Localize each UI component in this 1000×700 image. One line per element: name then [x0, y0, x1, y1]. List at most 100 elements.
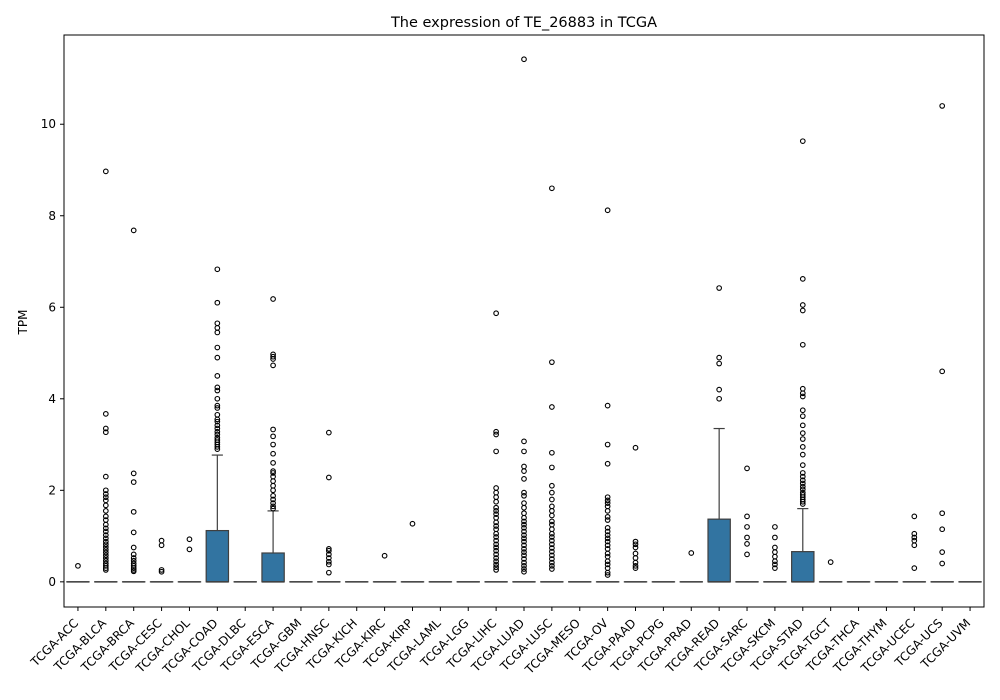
- outlier-point: [493, 523, 499, 529]
- outlier-point: [799, 483, 806, 490]
- outlier-point: [521, 542, 527, 549]
- outlier-point: [911, 513, 918, 520]
- outlier-point: [102, 425, 109, 432]
- box-group-tcga-read: [707, 285, 731, 583]
- outlier-point: [521, 532, 527, 539]
- outlier-point: [493, 534, 499, 540]
- outlier-point: [270, 296, 276, 302]
- outlier-point: [493, 498, 499, 505]
- outlier-point: [716, 386, 723, 393]
- outlier-point: [270, 460, 276, 466]
- outlier-point: [325, 555, 332, 561]
- outlier-point: [549, 518, 555, 525]
- outlier-point: [75, 562, 81, 569]
- outlier-point: [521, 56, 527, 63]
- outlier-point: [493, 485, 499, 491]
- outlier-point: [214, 418, 221, 425]
- box-group-tcga-kirc: [372, 552, 397, 583]
- outlier-point: [214, 387, 221, 394]
- outlier-point: [799, 138, 806, 145]
- outlier-point: [716, 360, 723, 367]
- outlier-point: [799, 393, 806, 400]
- outlier-point: [270, 482, 276, 489]
- outlier-point: [744, 524, 750, 530]
- outlier-point: [493, 541, 499, 548]
- outlier-point: [521, 546, 527, 552]
- outlier-point: [799, 413, 806, 420]
- outlier-point: [799, 498, 806, 505]
- outlier-point: [493, 511, 499, 517]
- outlier-point: [604, 441, 611, 448]
- outlier-point: [102, 567, 109, 573]
- outlier-point: [521, 562, 527, 569]
- outlier-point: [549, 482, 555, 489]
- outlier-point: [493, 564, 499, 571]
- box-group-tcga-lusc: [540, 185, 564, 583]
- outlier-point: [632, 562, 639, 569]
- plot-area: [66, 56, 982, 583]
- outlier-point: [521, 476, 527, 482]
- outlier-point: [102, 508, 109, 514]
- outlier-point: [102, 532, 109, 539]
- outlier-point: [102, 502, 109, 509]
- outlier-point: [270, 500, 276, 506]
- outlier-point: [270, 496, 276, 503]
- outlier-point: [158, 537, 165, 544]
- outlier-point: [214, 428, 221, 435]
- outlier-point: [521, 556, 527, 562]
- outlier-point: [549, 185, 555, 192]
- outlier-point: [799, 407, 806, 414]
- outlier-point: [521, 568, 527, 575]
- outlier-point: [325, 546, 332, 552]
- outlier-point: [214, 431, 221, 438]
- outlier-point: [493, 544, 499, 551]
- outlier-point: [521, 549, 527, 555]
- y-tick-label: 8: [48, 209, 56, 223]
- outlier-point: [270, 468, 276, 474]
- box-group-tcga-lihc: [484, 310, 508, 583]
- outlier-point: [799, 341, 806, 348]
- outlier-point: [102, 494, 109, 501]
- outlier-point: [549, 556, 555, 562]
- outlier-point: [270, 505, 276, 512]
- outlier-point: [521, 504, 527, 511]
- outlier-point: [939, 510, 946, 517]
- outlier-point: [130, 551, 137, 558]
- y-tick-label: 6: [48, 300, 56, 314]
- outlier-point: [214, 266, 221, 273]
- outlier-point: [130, 529, 137, 536]
- outlier-point: [604, 528, 611, 535]
- outlier-point: [521, 521, 527, 528]
- outlier-point: [521, 535, 527, 542]
- outlier-point: [604, 503, 611, 510]
- box: [261, 552, 285, 583]
- outlier-point: [799, 501, 806, 507]
- outlier-point: [493, 519, 499, 526]
- outlier-point: [799, 443, 806, 450]
- outlier-point: [549, 526, 555, 533]
- outlier-point: [214, 425, 221, 432]
- outlier-point: [549, 512, 555, 519]
- outlier-point: [549, 548, 555, 555]
- outlier-point: [270, 492, 276, 499]
- outlier-point: [632, 565, 639, 571]
- outlier-point: [493, 530, 499, 537]
- outlier-point: [130, 555, 137, 561]
- outlier-point: [521, 538, 527, 545]
- outlier-point: [521, 559, 527, 566]
- outlier-point: [911, 542, 918, 549]
- outlier-point: [493, 561, 499, 568]
- outlier-point: [772, 544, 778, 551]
- outlier-point: [521, 514, 527, 521]
- outlier-point: [493, 537, 499, 544]
- outlier-point: [102, 549, 109, 556]
- outlier-point: [604, 532, 611, 539]
- outlier-point: [604, 517, 611, 523]
- outlier-point: [270, 362, 276, 369]
- outlier-point: [186, 536, 193, 543]
- outlier-point: [549, 541, 555, 548]
- outlier-point: [549, 521, 555, 528]
- outlier-point: [604, 569, 611, 576]
- outlier-point: [772, 524, 778, 530]
